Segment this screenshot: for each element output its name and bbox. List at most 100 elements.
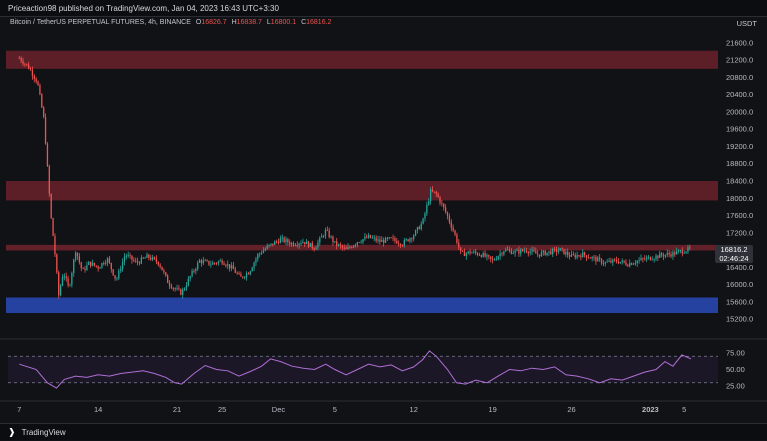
- candle-body: [39, 85, 41, 95]
- price-tick-label: 21200.0: [726, 56, 753, 65]
- candle-body: [240, 274, 242, 277]
- candle-body: [257, 254, 259, 259]
- candle-body: [259, 253, 261, 255]
- candle-body: [290, 242, 293, 245]
- candle-body: [600, 258, 603, 264]
- candle-body: [343, 247, 345, 249]
- price-tick-label: 19600.0: [726, 125, 753, 134]
- symbol-description[interactable]: Bitcoin / TetherUS PERPETUAL FUTURES, 4h…: [10, 19, 191, 26]
- candle-body: [185, 285, 188, 289]
- candle-body: [659, 253, 661, 258]
- candle-body: [206, 260, 208, 262]
- date-tick-label: 26: [567, 405, 575, 414]
- candle-body: [69, 284, 71, 286]
- candle-body: [535, 251, 537, 254]
- candle-body: [441, 202, 443, 204]
- candle-body: [506, 249, 509, 251]
- candle-body: [428, 201, 430, 205]
- candle-body: [356, 242, 359, 245]
- candle-body: [645, 257, 648, 260]
- candle-body: [647, 256, 650, 258]
- candle-body: [371, 237, 374, 239]
- candle-body: [178, 288, 180, 290]
- candle-body: [279, 238, 282, 244]
- candle-body: [210, 264, 212, 266]
- candle-body: [336, 241, 338, 246]
- candle-body: [153, 257, 156, 259]
- candle-body: [467, 251, 469, 254]
- candle-body: [225, 264, 227, 266]
- candle-body: [330, 236, 332, 238]
- candle-body: [283, 237, 285, 242]
- candle-body: [82, 268, 84, 269]
- candle-body: [227, 264, 229, 266]
- candle-body: [172, 288, 174, 289]
- footer-bar: ❱ TradingView: [0, 423, 767, 440]
- candle-body: [435, 191, 437, 194]
- candle-body: [456, 234, 458, 243]
- candle-body: [672, 252, 674, 257]
- candle-body: [163, 270, 165, 273]
- candle-body: [546, 252, 548, 256]
- candle-body: [78, 256, 81, 263]
- candle-body: [142, 257, 144, 259]
- candle-body: [31, 70, 34, 76]
- candle-body: [360, 242, 362, 243]
- candle-body: [585, 255, 588, 258]
- candle-body: [533, 249, 535, 252]
- candle-body: [482, 253, 484, 257]
- candle-body: [362, 239, 364, 243]
- price-tick-label: 21600.0: [726, 38, 753, 47]
- candle-body: [93, 262, 96, 266]
- candle-body: [317, 242, 319, 248]
- candle-body: [670, 254, 672, 257]
- candle-body: [521, 249, 524, 251]
- candle-body: [426, 204, 428, 214]
- candle-body: [326, 229, 328, 231]
- candle-body: [187, 278, 189, 286]
- candle-body: [212, 262, 214, 265]
- candle-body: [150, 257, 152, 260]
- resistance-zone-2: [6, 244, 718, 251]
- candle-body: [332, 236, 334, 243]
- candle-body: [612, 259, 614, 263]
- candle-body: [465, 253, 467, 257]
- candle-body: [478, 254, 481, 256]
- candle-body: [503, 251, 505, 255]
- candle-body: [617, 261, 620, 264]
- candle-body: [644, 258, 646, 260]
- candle-body: [501, 253, 503, 255]
- candle-body: [636, 260, 638, 264]
- price-tick-label: 15600.0: [726, 297, 753, 306]
- candle-body: [268, 244, 270, 246]
- candle-body: [443, 203, 445, 208]
- last-price-tag: 16816.2 02:46:24: [715, 245, 753, 263]
- candle-body: [136, 261, 139, 263]
- candle-body: [127, 255, 129, 256]
- candle-body: [490, 256, 492, 259]
- candle-body: [405, 239, 407, 241]
- candle-body: [44, 117, 47, 144]
- candle-body: [668, 253, 670, 255]
- rsi-tick-label: 50.00: [726, 365, 745, 374]
- candle-body: [420, 223, 422, 230]
- candle-body: [244, 277, 246, 278]
- candle-body: [473, 251, 475, 253]
- candle-body: [58, 272, 60, 296]
- candle-body: [228, 264, 231, 269]
- candle-body: [287, 239, 289, 243]
- candle-body: [322, 235, 325, 237]
- candle-body: [401, 245, 404, 247]
- date-tick-label: 5: [682, 405, 686, 414]
- candle-body: [138, 262, 141, 264]
- candle-body: [388, 237, 390, 239]
- candle-body: [46, 143, 49, 167]
- candle-body: [576, 255, 578, 258]
- candle-body: [50, 193, 52, 219]
- candle-body: [364, 236, 366, 240]
- candle-body: [161, 266, 163, 271]
- date-tick-label: 2023: [642, 405, 659, 414]
- candle-body: [76, 252, 79, 257]
- candle-body: [429, 189, 432, 202]
